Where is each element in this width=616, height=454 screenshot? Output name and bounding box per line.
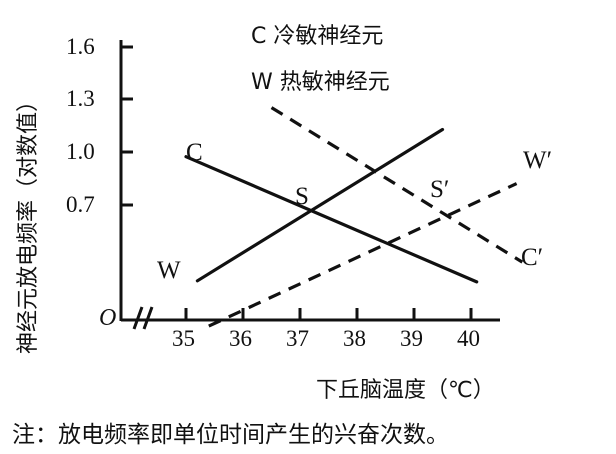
point-label-s: S (295, 183, 309, 210)
series-line-c (184, 155, 479, 284)
y-tick-label-0.7: 0.7 (66, 192, 95, 217)
series-line-c-prime (270, 106, 524, 264)
y-tick-label-1.6: 1.6 (66, 34, 95, 59)
series-line-w (195, 127, 445, 283)
x-tick-label-39: 39 (400, 326, 423, 351)
origin-label: O (99, 305, 117, 331)
y-tick-label-1.0: 1.0 (66, 139, 95, 164)
series-line-w-prime (208, 182, 518, 328)
x-tick-label-38: 38 (343, 326, 366, 351)
y-tick-label-1.3: 1.3 (66, 86, 95, 111)
curve-label-w-prime: W′ (523, 147, 553, 174)
legend-item-cold: C 冷敏神经元 (251, 24, 384, 49)
chart-footnote: 注：放电频率即单位时间产生的兴奋次数。 (12, 422, 449, 448)
axis-break-mark-1 (132, 306, 144, 330)
x-tick-label-40: 40 (457, 326, 480, 351)
axis-break-mark-2 (142, 306, 154, 330)
x-tick-label-37: 37 (286, 326, 309, 351)
y-axis-title: 神经元放电频率（对数值） (16, 89, 41, 354)
point-label-s-prime: S′ (430, 176, 450, 203)
curve-label-c: C (186, 139, 203, 166)
curve-label-w: W (157, 257, 181, 284)
x-tick-label-35: 35 (172, 326, 195, 351)
legend-item-warm: W 热敏神经元 (251, 70, 390, 95)
x-tick-label-36: 36 (229, 326, 252, 351)
x-axis-title: 下丘脑温度（℃） (316, 378, 495, 403)
curve-label-c-prime: C′ (521, 244, 544, 271)
